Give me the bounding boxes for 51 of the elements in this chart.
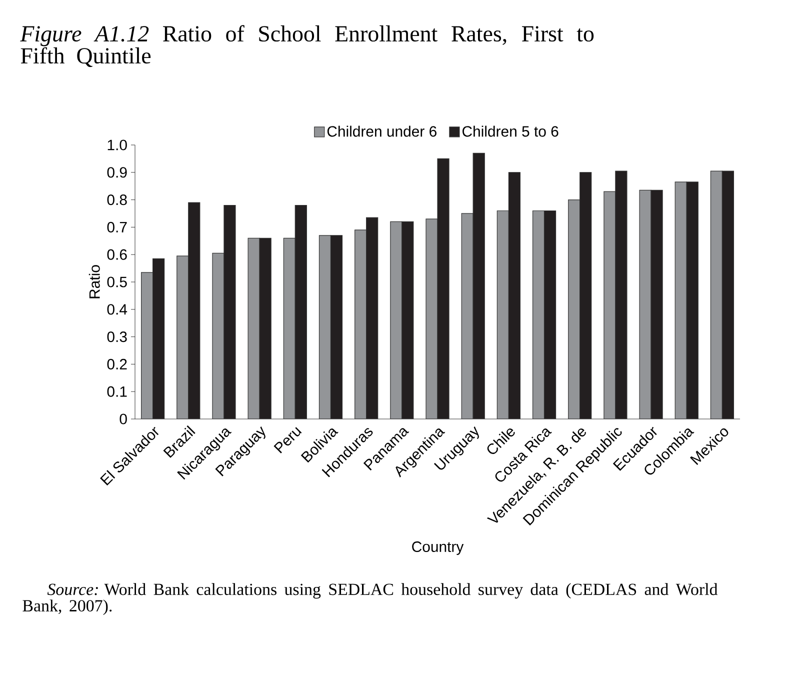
bar [176,256,189,419]
bar [532,210,545,419]
bar [437,158,450,419]
bar [426,218,438,419]
bar [366,217,378,419]
bar [259,238,272,419]
y-tick-label: 0.2 [107,358,127,370]
y-tick-label: 0.4 [107,304,128,315]
bar [580,172,592,419]
bar [283,238,296,419]
bar [212,252,224,419]
legend-label: Children 5 to 6 [462,126,558,137]
y-tick-label: 0.7 [107,222,127,232]
y-tick-label: 0.8 [107,194,127,206]
chart-title: Figure A1.12 Ratio of School Enrollment Rates, First to Fifth Quintile [20,25,594,68]
bar [224,204,236,419]
y-tick-label: 0 [120,414,127,424]
bar [318,235,332,419]
bar [650,190,663,419]
x-axis-title: Country [412,541,464,555]
bar [544,210,556,419]
bar [615,170,628,419]
bar [674,182,687,419]
bar [390,221,402,419]
y-tick-label: 1.0 [108,140,127,150]
bar [354,230,367,419]
bar [568,199,580,419]
bar [402,221,414,419]
bar [496,210,509,419]
bar [152,258,165,419]
bar [248,238,260,419]
legend-label: Children under 6 [327,126,436,137]
y-tick-label: 0.1 [107,386,127,397]
y-tick-label: 0.6 [107,249,127,260]
bar [639,190,652,419]
bar [472,152,485,419]
bar [710,170,723,419]
bar [141,272,154,419]
bar [294,204,307,419]
bar [508,172,520,419]
y-tick-label: 0.5 [107,276,127,288]
bar [461,213,474,419]
bar [604,191,616,419]
bar [330,235,343,419]
y-axis-title: Ratio [88,265,100,298]
y-tick-label: 0.9 [107,167,127,178]
y-tick-label: 0.3 [107,331,127,342]
bar [188,202,200,419]
text: Source: World Bank calculations using SEDLAC household survey data (CEDLAS and World Bank, 2007). [22,583,718,615]
bar [686,182,698,419]
bar [722,170,734,419]
